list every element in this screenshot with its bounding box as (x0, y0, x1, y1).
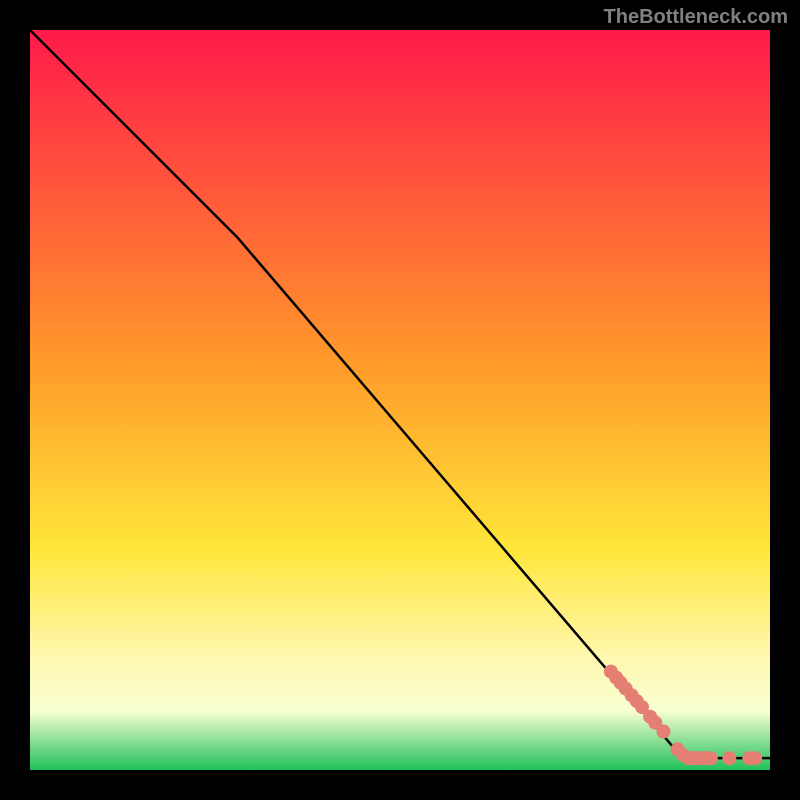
data-marker (656, 725, 670, 739)
chart-overlay-svg (0, 0, 800, 800)
data-marker (704, 751, 718, 765)
data-marker (722, 751, 736, 765)
watermark-text: TheBottleneck.com (604, 6, 788, 29)
bottleneck-curve-line (30, 30, 770, 758)
data-markers-group (604, 665, 762, 766)
data-marker (748, 751, 762, 765)
